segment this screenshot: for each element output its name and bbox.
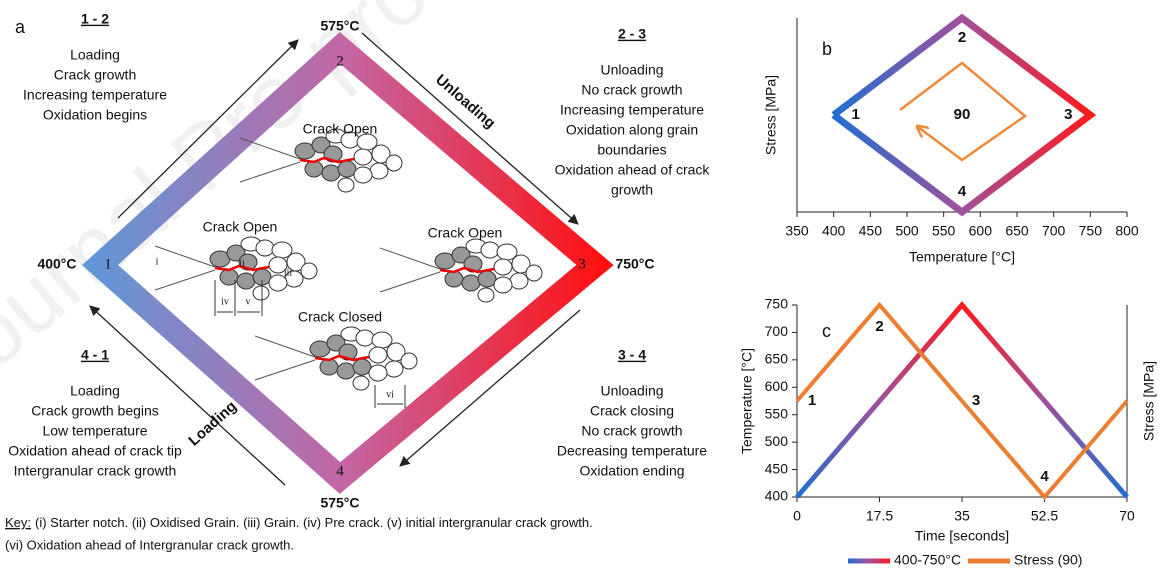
phase-text: Intergranular crack growth bbox=[14, 463, 177, 479]
panel-label: a bbox=[15, 17, 26, 37]
y-tick-label: 700 bbox=[765, 323, 789, 339]
legend-label: Stress (90) bbox=[1014, 552, 1082, 568]
phase-text: No crack growth bbox=[581, 82, 682, 98]
marker-label: v bbox=[246, 296, 251, 307]
x-tick-label: 52.5 bbox=[1031, 508, 1058, 524]
grains bbox=[155, 237, 317, 300]
y-tick-label: 550 bbox=[765, 405, 789, 421]
corner-number: 4 bbox=[336, 463, 344, 479]
x-tick-label: 700 bbox=[1042, 223, 1066, 239]
point-label: 1 bbox=[808, 392, 816, 409]
x-tick-label: 500 bbox=[895, 223, 919, 239]
point-label: 1 bbox=[851, 106, 859, 123]
series-line bbox=[797, 305, 1127, 497]
phase-text: Crack growth begins bbox=[31, 403, 159, 419]
y-tick-label: 750 bbox=[765, 296, 789, 312]
phase-text: Increasing temperature bbox=[23, 87, 167, 103]
point-label: 2 bbox=[875, 318, 883, 335]
crack-state: Crack Open bbox=[203, 219, 278, 235]
y2-axis-title: Stress [MPa] bbox=[1141, 361, 1157, 441]
figure: Journal Pre-proof a1400°C2575°C3750°C457… bbox=[0, 0, 1163, 583]
y-tick-label: 600 bbox=[765, 378, 789, 394]
y-axis-title: Stress [MPa] bbox=[763, 75, 779, 155]
grains bbox=[255, 327, 417, 390]
x-axis-title: Time [seconds] bbox=[915, 528, 1009, 544]
corner-number: 3 bbox=[578, 256, 586, 272]
arrow bbox=[400, 310, 580, 466]
y-axis-title: Temperature [°C] bbox=[739, 348, 755, 454]
x-tick-label: 650 bbox=[1005, 223, 1029, 239]
x-tick-label: 35 bbox=[954, 508, 970, 524]
y-tick-label: 450 bbox=[765, 460, 789, 476]
crack-state: Crack Open bbox=[303, 121, 378, 137]
y-tick-label: 500 bbox=[765, 433, 789, 449]
marker-label: ii bbox=[239, 258, 245, 269]
phase-text: Oxidation ahead of crack bbox=[555, 162, 711, 178]
key-text: Key: (i) Starter notch. (ii) Oxidised Gra… bbox=[5, 515, 593, 530]
corner-temperature: 575°C bbox=[320, 18, 359, 34]
point-label: 4 bbox=[958, 183, 967, 200]
annotation: 90 bbox=[954, 106, 971, 123]
point-label: 3 bbox=[972, 392, 980, 409]
phase-text: Oxidation ending bbox=[579, 463, 684, 479]
arrow bbox=[362, 33, 578, 224]
x-tick-label: 600 bbox=[969, 223, 993, 239]
phase-title: 4 - 1 bbox=[81, 347, 109, 363]
corner-temperature: 750°C bbox=[615, 256, 654, 272]
arrow-label: Loading bbox=[185, 398, 240, 450]
x-tick-label: 70 bbox=[1119, 508, 1135, 524]
phase-text: Oxidation along grain bbox=[566, 122, 698, 138]
x-tick-label: 750 bbox=[1079, 223, 1103, 239]
phase-text: Loading bbox=[70, 47, 120, 63]
phase-text: Unloading bbox=[600, 62, 663, 78]
grains bbox=[380, 239, 542, 302]
phase-title: 1 - 2 bbox=[81, 11, 109, 27]
x-tick-label: 17.5 bbox=[866, 508, 893, 524]
x-tick-label: 800 bbox=[1115, 223, 1139, 239]
marker-label: i bbox=[156, 256, 159, 267]
crack-state: Crack Open bbox=[428, 225, 503, 241]
x-tick-label: 350 bbox=[785, 223, 809, 239]
crack-state: Crack Closed bbox=[298, 309, 382, 325]
y-tick-label: 400 bbox=[765, 488, 789, 504]
phase-text: Decreasing temperature bbox=[557, 443, 707, 459]
key-title: Key: bbox=[5, 515, 31, 530]
x-tick-label: 400 bbox=[822, 223, 846, 239]
key-line: (vi) Oxidation ahead of Intergranular cr… bbox=[5, 537, 294, 552]
key-line: (i) Starter notch. (ii) Oxidised Grain. … bbox=[35, 515, 593, 530]
phase-text: Oxidation begins bbox=[43, 107, 147, 123]
corner-temperature: 575°C bbox=[320, 495, 359, 511]
x-axis-title: Temperature [°C] bbox=[909, 249, 1015, 265]
phase-text: Loading bbox=[70, 383, 120, 399]
phase-text: Unloading bbox=[600, 383, 663, 399]
x-tick-label: 550 bbox=[932, 223, 956, 239]
phase-text: No crack growth bbox=[581, 423, 682, 439]
point-label: 4 bbox=[1040, 468, 1049, 485]
corner-number: 1 bbox=[104, 256, 112, 272]
y-tick-label: 650 bbox=[765, 351, 789, 367]
phase-title: 3 - 4 bbox=[618, 347, 646, 363]
marker-label: vi bbox=[386, 389, 394, 400]
marker-label: iv bbox=[221, 296, 229, 307]
marker-label: iii bbox=[284, 267, 293, 278]
panel-label: c bbox=[822, 321, 831, 341]
phase-text: Increasing temperature bbox=[560, 102, 704, 118]
phase-text: Low temperature bbox=[42, 423, 147, 439]
phase-text: growth bbox=[611, 182, 653, 198]
x-tick-label: 450 bbox=[859, 223, 883, 239]
phase-text: Oxidation ahead of crack tip bbox=[8, 443, 182, 459]
legend-label: 400-750°C bbox=[894, 552, 961, 568]
phase-text: Crack closing bbox=[590, 403, 674, 419]
phase-title: 2 - 3 bbox=[618, 26, 646, 42]
phase-text: Crack growth bbox=[54, 67, 136, 83]
x-tick-label: 0 bbox=[793, 508, 801, 524]
point-label: 3 bbox=[1064, 106, 1072, 123]
corner-temperature: 400°C bbox=[37, 256, 76, 272]
point-label: 2 bbox=[958, 29, 966, 46]
phase-text: boundaries bbox=[597, 142, 666, 158]
panel-label: b bbox=[822, 39, 832, 59]
corner-number: 2 bbox=[336, 53, 344, 69]
